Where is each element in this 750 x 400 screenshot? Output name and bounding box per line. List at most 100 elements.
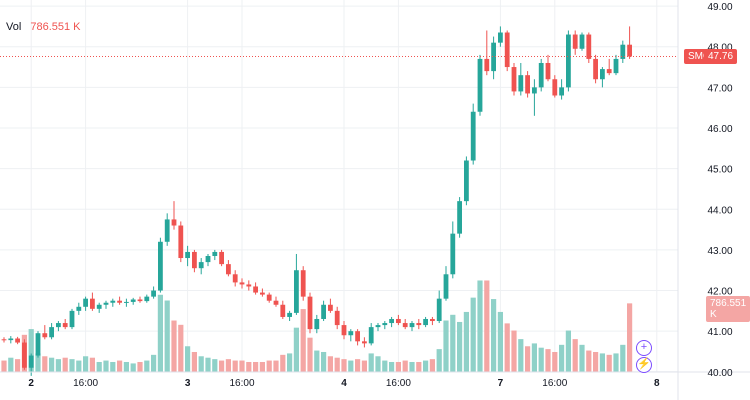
volume-bar bbox=[266, 360, 272, 372]
x-tick-label: 16:00 bbox=[73, 378, 98, 389]
candle-body bbox=[62, 323, 68, 328]
volume-bar bbox=[579, 344, 585, 372]
candle-body bbox=[470, 111, 476, 161]
volume-bar bbox=[35, 353, 41, 372]
volume-bar bbox=[314, 350, 320, 372]
candle-body bbox=[443, 274, 449, 299]
candle-body bbox=[545, 62, 551, 80]
candle-body bbox=[192, 251, 197, 269]
candle-body bbox=[253, 286, 258, 293]
y-tick-label: 44.00 bbox=[707, 205, 732, 216]
y-tick-label: 40.00 bbox=[707, 368, 732, 379]
candle-body bbox=[144, 296, 150, 302]
candle-body bbox=[300, 270, 306, 297]
y-tick-label: 42.00 bbox=[707, 287, 732, 298]
candle-body bbox=[484, 58, 490, 72]
candle-body bbox=[593, 58, 598, 80]
candle-body bbox=[137, 299, 143, 302]
candle-body bbox=[572, 34, 578, 49]
volume-bar bbox=[96, 361, 102, 372]
volume-bar bbox=[565, 330, 571, 372]
volume-bar bbox=[110, 361, 116, 372]
volume-bar bbox=[287, 353, 293, 372]
volume-bar bbox=[273, 360, 279, 372]
candle-body bbox=[613, 58, 619, 74]
candle-body bbox=[171, 219, 177, 226]
volume-bar bbox=[443, 320, 449, 372]
candle-body bbox=[151, 290, 156, 297]
candle-body bbox=[69, 310, 75, 328]
volume-bar bbox=[436, 349, 442, 372]
volume-bar bbox=[28, 329, 34, 372]
volume-bar bbox=[572, 339, 578, 372]
volume-bar bbox=[586, 350, 592, 372]
candle-body bbox=[90, 298, 95, 309]
y-tick-label: 47.00 bbox=[707, 83, 732, 94]
candle-body bbox=[287, 312, 292, 317]
candle-body bbox=[294, 270, 299, 313]
candle-body bbox=[532, 87, 537, 94]
candle-body bbox=[110, 300, 116, 303]
y-tick-label: 48.00 bbox=[707, 43, 732, 54]
candle-body bbox=[321, 304, 326, 319]
candle-body bbox=[416, 323, 422, 326]
candle-body bbox=[362, 341, 367, 344]
lightning-button[interactable]: ⚡ bbox=[636, 357, 652, 373]
candle-body bbox=[498, 32, 503, 43]
candle-body bbox=[409, 323, 415, 328]
volume-bar bbox=[103, 360, 109, 372]
volume-bar bbox=[185, 346, 191, 372]
volume-bar bbox=[280, 354, 286, 372]
volume-bar bbox=[355, 359, 361, 372]
candle-body bbox=[348, 331, 354, 336]
volume-bar bbox=[341, 359, 347, 372]
candle-body bbox=[579, 34, 585, 49]
volume-bar bbox=[42, 356, 48, 372]
volume-bar bbox=[429, 359, 435, 372]
candle-body bbox=[566, 34, 571, 88]
volume-bar bbox=[62, 357, 68, 372]
volume-bar bbox=[219, 360, 225, 372]
candle-body bbox=[1, 339, 7, 341]
candle-body bbox=[538, 62, 544, 88]
volume-bar bbox=[8, 357, 14, 372]
candle-body bbox=[49, 327, 54, 338]
candle-body bbox=[375, 325, 381, 328]
volume-bar bbox=[593, 351, 599, 372]
volume-bar bbox=[348, 360, 354, 372]
candle-body bbox=[504, 32, 510, 68]
volume-bar bbox=[171, 320, 177, 372]
volume-bar bbox=[538, 347, 544, 372]
volume-bar bbox=[511, 330, 517, 372]
candle-body bbox=[525, 75, 530, 94]
add-indicator-button[interactable]: + bbox=[636, 340, 652, 356]
candle-body bbox=[260, 292, 265, 295]
volume-bar bbox=[531, 343, 537, 372]
candle-body bbox=[76, 306, 82, 311]
volume-bar bbox=[300, 309, 306, 372]
volume-bar bbox=[144, 360, 150, 372]
volume-bar bbox=[1, 360, 7, 372]
candle-body bbox=[423, 318, 428, 326]
volume-bar bbox=[606, 354, 612, 372]
candle-body bbox=[559, 87, 564, 96]
volume-bar bbox=[470, 297, 476, 372]
volume-bar bbox=[627, 303, 633, 372]
candle-body bbox=[185, 251, 190, 259]
volume-bar bbox=[55, 359, 61, 372]
volume-bar bbox=[178, 324, 184, 372]
volume-bar bbox=[545, 349, 551, 372]
candle-body bbox=[430, 318, 435, 322]
volume-bar bbox=[599, 353, 605, 372]
volume-bar bbox=[259, 361, 265, 372]
x-tick-label: 3 bbox=[185, 378, 191, 389]
y-tick-label: 41.00 bbox=[707, 327, 732, 338]
candle-body bbox=[355, 331, 360, 342]
candle-body bbox=[586, 34, 592, 59]
volume-legend-value: 786.551 K bbox=[30, 21, 81, 33]
volume-bar bbox=[409, 361, 415, 372]
volume-bar bbox=[327, 356, 333, 372]
x-tick-label: 16:00 bbox=[386, 378, 411, 389]
